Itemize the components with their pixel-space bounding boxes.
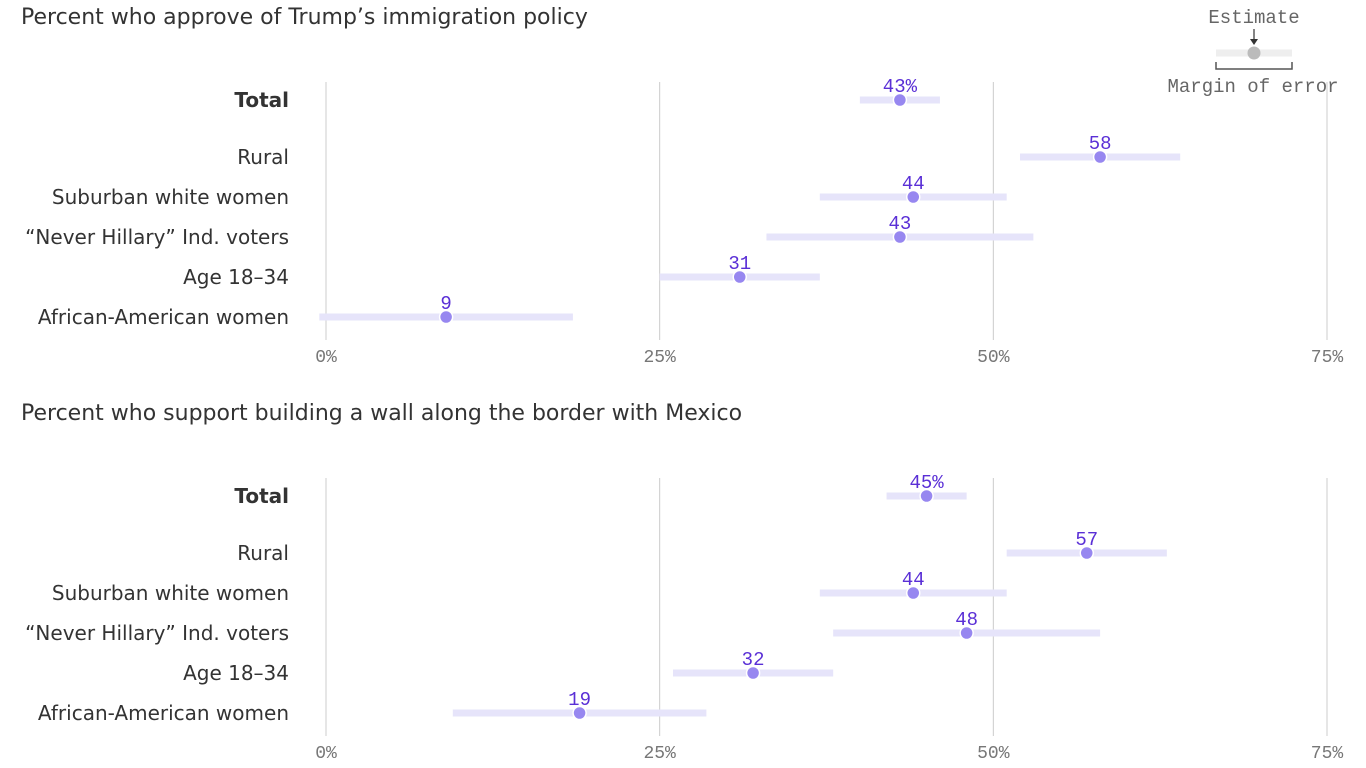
chart-1: Percent who approve of Trump’s immigrati…: [21, 5, 1343, 368]
value-label: 58: [1089, 133, 1112, 155]
category-label: “Never Hillary” Ind. voters: [25, 225, 289, 249]
x-tick-label: 75%: [1311, 744, 1344, 764]
estimate-dot: [919, 488, 934, 504]
value-label: 43%: [883, 76, 918, 98]
chart-title: Percent who approve of Trump’s immigrati…: [21, 5, 588, 30]
x-tick-label: 75%: [1311, 348, 1344, 368]
value-label: 44: [902, 173, 925, 195]
chart-2: Percent who support building a wall alon…: [21, 401, 1343, 764]
category-label: African-American women: [38, 305, 289, 329]
value-label: 44: [902, 569, 925, 591]
category-label: Suburban white women: [52, 581, 289, 605]
legend-estimate-label: Estimate: [1208, 7, 1299, 29]
category-label: Age 18–34: [183, 661, 289, 685]
estimate-dot: [906, 585, 921, 601]
category-label: Total: [234, 484, 289, 508]
category-label: Age 18–34: [183, 265, 289, 289]
category-label: “Never Hillary” Ind. voters: [25, 621, 289, 645]
legend-bracket: [1215, 62, 1293, 70]
estimate-dot: [732, 269, 747, 285]
x-tick-label: 25%: [643, 348, 676, 368]
value-label: 31: [728, 253, 751, 275]
value-label: 9: [440, 293, 451, 315]
estimate-dot: [959, 625, 974, 641]
x-tick-label: 25%: [643, 744, 676, 764]
category-label: Total: [234, 88, 289, 112]
legend-arrowhead-icon: [1250, 39, 1258, 45]
estimate-dot: [892, 229, 908, 245]
x-tick-label: 50%: [977, 348, 1010, 368]
value-label: 45%: [909, 472, 944, 494]
value-label: 48: [955, 609, 978, 631]
estimate-dot: [906, 189, 921, 205]
value-label: 32: [742, 649, 765, 671]
estimate-dot: [892, 92, 908, 108]
legend: Estimate Margin of error: [1167, 7, 1338, 98]
category-label: Suburban white women: [52, 185, 289, 209]
x-tick-label: 0%: [315, 348, 337, 368]
category-label: Rural: [237, 145, 289, 169]
estimate-dot: [572, 705, 587, 721]
estimate-dot: [1092, 149, 1108, 165]
legend-margin-label: Margin of error: [1167, 76, 1338, 98]
estimate-dot: [438, 309, 454, 325]
x-tick-label: 50%: [977, 744, 1010, 764]
value-label: 19: [568, 689, 591, 711]
value-label: 43: [889, 213, 912, 235]
category-label: African-American women: [38, 701, 289, 725]
x-tick-label: 0%: [315, 744, 337, 764]
estimate-dot: [1079, 545, 1095, 561]
category-label: Rural: [237, 541, 289, 565]
legend-estimate-dot: [1247, 46, 1261, 60]
chart-title: Percent who support building a wall alon…: [21, 401, 742, 426]
value-label: 57: [1075, 529, 1098, 551]
estimate-dot: [745, 665, 761, 681]
